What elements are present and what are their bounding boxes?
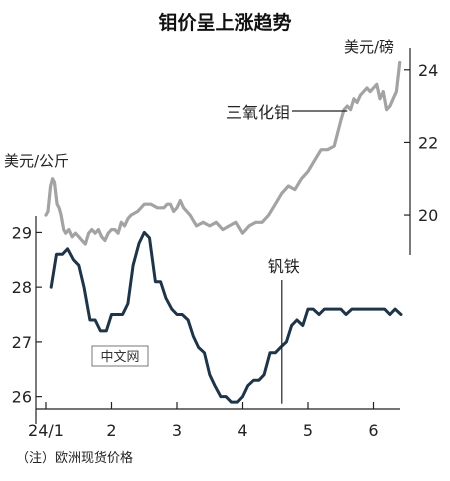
series-line-1 [49,230,403,404]
chart-title: 钼价呈上涨趋势 [158,11,291,34]
left-tick-label: 29 [12,223,32,242]
x-tick-label: 6 [368,421,378,440]
x-tick-label: 4 [237,421,247,440]
series-line-0 [44,60,402,246]
x-tick-label: 24/1 [28,421,64,440]
series-group [44,60,403,404]
watermark-text: 中文网 [100,350,139,365]
x-tick-label: 5 [303,421,313,440]
left-tick-label: 26 [12,388,32,407]
right-axis-unit: 美元/磅 [344,38,394,56]
right-tick-label: 22 [418,133,438,152]
left-tick-label: 27 [12,333,32,352]
axes-group: 26 27 28 29 20 22 24 24/1 2 3 4 5 6 [12,48,438,440]
x-tick-label: 2 [106,421,116,440]
right-tick-label: 20 [418,206,438,225]
left-axis-unit: 美元/公斤 [4,152,69,170]
x-tick-label: 3 [172,421,182,440]
series-1-label: 钒铁 [268,257,300,276]
right-tick-label: 24 [418,61,438,80]
source-note: （注）欧洲现货价格 [16,450,133,466]
series-0-label: 三氧化钼 [226,103,290,122]
left-tick-label: 28 [12,278,32,297]
watermark: 中文网 [91,345,149,367]
watermark-box [91,345,149,367]
